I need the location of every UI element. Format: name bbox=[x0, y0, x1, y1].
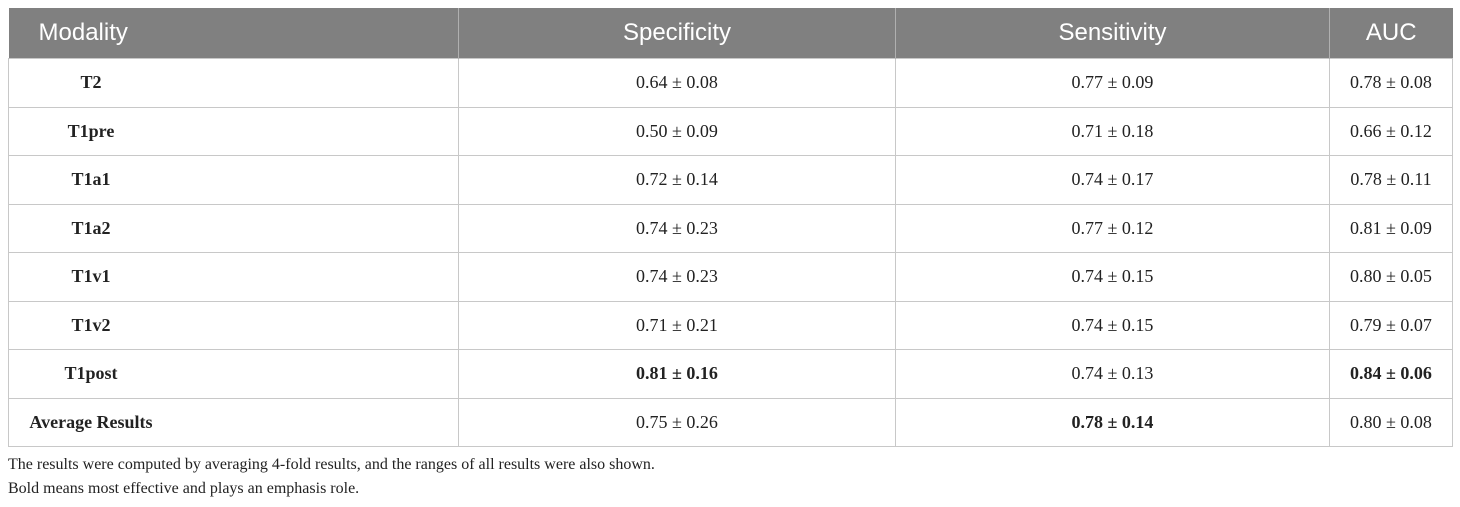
data-cell: 0.71 ± 0.21 bbox=[458, 300, 896, 350]
data-cell: 0.79 ± 0.07 bbox=[1329, 300, 1453, 350]
table-row: T1v1 0.74 ± 0.23 0.74 ± 0.15 0.80 ± 0.05 bbox=[8, 252, 1453, 302]
header-cell: Specificity bbox=[458, 8, 896, 59]
table-row: T1pre 0.50 ± 0.09 0.71 ± 0.18 0.66 ± 0.12 bbox=[8, 106, 1453, 156]
row-label: Average Results bbox=[29, 411, 153, 432]
data-cell: 0.66 ± 0.12 bbox=[1329, 106, 1453, 156]
row-label-cell: T1a2 bbox=[8, 203, 459, 253]
footnote: The results were computed by averaging 4… bbox=[8, 456, 655, 473]
data-cell: 0.74 ± 0.15 bbox=[895, 252, 1330, 302]
data-cell: 0.74 ± 0.23 bbox=[458, 252, 896, 302]
data-cell: 0.80 ± 0.08 bbox=[1329, 397, 1453, 447]
table-row: T2 0.64 ± 0.08 0.77 ± 0.09 0.78 ± 0.08 bbox=[8, 58, 1453, 108]
data-cell: 0.75 ± 0.26 bbox=[458, 397, 896, 447]
row-label: T1pre bbox=[67, 120, 115, 141]
table-row: T1a1 0.72 ± 0.14 0.74 ± 0.17 0.78 ± 0.11 bbox=[8, 155, 1453, 205]
data-cell: 0.74 ± 0.23 bbox=[458, 203, 896, 253]
table-row: Average Results 0.75 ± 0.26 0.78 ± 0.14 0.8… bbox=[8, 397, 1453, 447]
footnote: Bold means most effective and plays an e… bbox=[8, 480, 360, 497]
header-row: Modality Specificity Sensitivity AUC bbox=[8, 8, 1453, 59]
table-wrap: Modality Specificity Sensitivity AUC T2 0.64… bbox=[8, 8, 1453, 447]
data-cell: 0.74 ± 0.13 bbox=[895, 349, 1330, 399]
data-cell: 0.71 ± 0.18 bbox=[895, 106, 1330, 156]
row-label-cell: T1post bbox=[8, 349, 459, 399]
row-label: T1a1 bbox=[71, 169, 111, 190]
data-cell: 0.78 ± 0.11 bbox=[1329, 155, 1453, 205]
row-label-cell: T1v1 bbox=[8, 252, 459, 302]
data-cell: 0.81 ± 0.09 bbox=[1329, 203, 1453, 253]
header-cell: AUC bbox=[1329, 8, 1453, 59]
data-cell: 0.78 ± 0.14 bbox=[895, 397, 1330, 447]
data-cell: 0.72 ± 0.14 bbox=[458, 155, 896, 205]
data-cell: 0.74 ± 0.15 bbox=[895, 300, 1330, 350]
header-cell: Modality bbox=[8, 8, 459, 59]
data-cell: 0.50 ± 0.09 bbox=[458, 106, 896, 156]
row-label: T1v1 bbox=[71, 266, 111, 287]
table-body: T2 0.64 ± 0.08 0.77 ± 0.09 0.78 ± 0.08 T1pre… bbox=[8, 58, 1453, 447]
table-row: T1v2 0.71 ± 0.21 0.74 ± 0.15 0.79 ± 0.07 bbox=[8, 300, 1453, 350]
data-cell: 0.78 ± 0.08 bbox=[1329, 58, 1453, 108]
data-cell: 0.64 ± 0.08 bbox=[458, 58, 896, 108]
results-table: Modality Specificity Sensitivity AUC T2 0.64… bbox=[8, 8, 1453, 447]
table-row: T1a2 0.74 ± 0.23 0.77 ± 0.12 0.81 ± 0.09 bbox=[8, 203, 1453, 253]
row-label: T1a2 bbox=[71, 217, 111, 238]
row-label-cell: T2 bbox=[8, 58, 459, 108]
data-cell: 0.77 ± 0.12 bbox=[895, 203, 1330, 253]
table-row: T1post 0.81 ± 0.16 0.74 ± 0.13 0.84 ± 0.06 bbox=[8, 349, 1453, 399]
row-label: T1post bbox=[64, 363, 118, 384]
data-cell: 0.84 ± 0.06 bbox=[1329, 349, 1453, 399]
row-label-cell: T1v2 bbox=[8, 300, 459, 350]
row-label: T1v2 bbox=[71, 314, 111, 335]
data-cell: 0.74 ± 0.17 bbox=[895, 155, 1330, 205]
row-label: T2 bbox=[80, 72, 102, 93]
row-label-cell: T1pre bbox=[8, 106, 459, 156]
row-label-cell: Average Results bbox=[8, 397, 459, 447]
data-cell: 0.80 ± 0.05 bbox=[1329, 252, 1453, 302]
header-cell: Sensitivity bbox=[895, 8, 1330, 59]
data-cell: 0.77 ± 0.09 bbox=[895, 58, 1330, 108]
data-cell: 0.81 ± 0.16 bbox=[458, 349, 896, 399]
row-label-cell: T1a1 bbox=[8, 155, 459, 205]
